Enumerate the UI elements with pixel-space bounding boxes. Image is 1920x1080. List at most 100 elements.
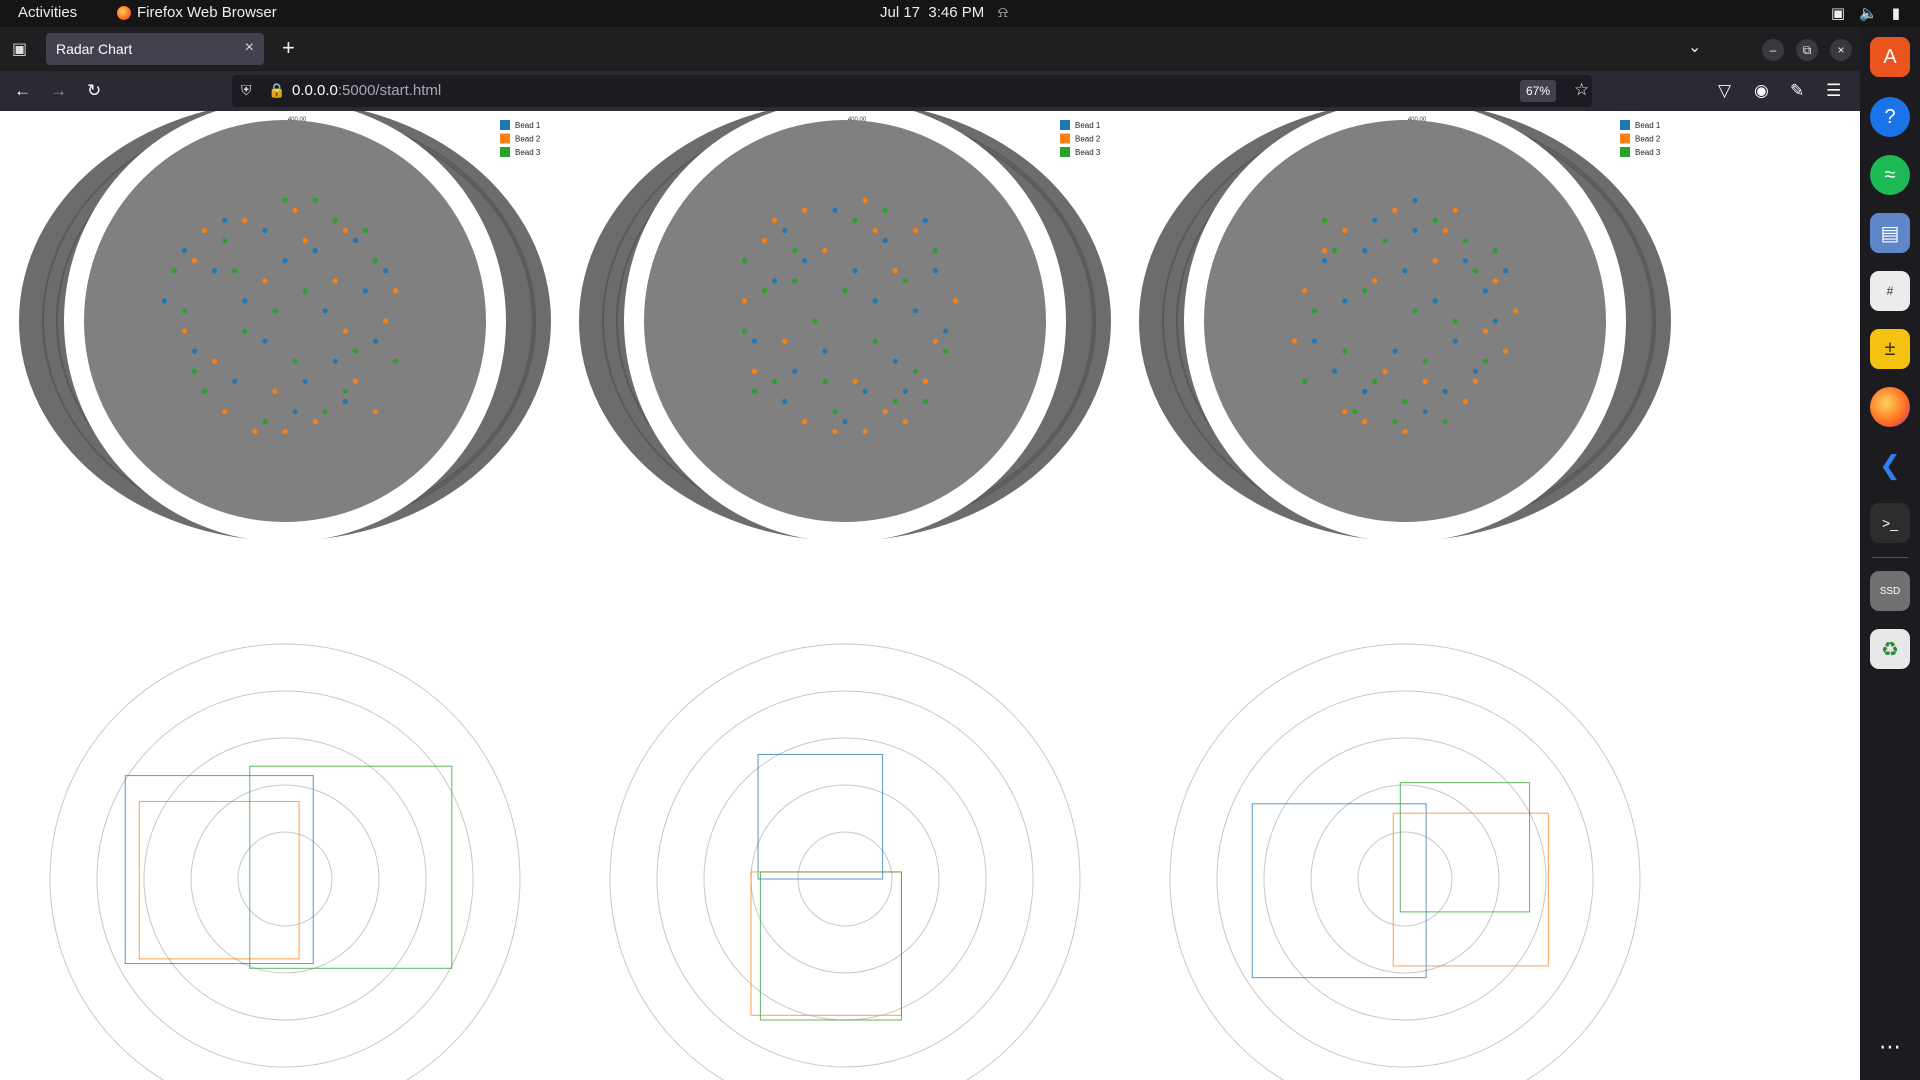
minimize-icon[interactable]: – [1762, 39, 1784, 61]
polar-grid-circle [609, 643, 1081, 1080]
date: Jul 17 [880, 4, 921, 21]
scatter-point [1462, 238, 1468, 244]
polar-grid-circle [49, 643, 521, 1080]
volume-icon: 🔈 [1859, 5, 1878, 22]
close-window-icon[interactable]: × [1830, 39, 1852, 61]
scatter-point [1362, 388, 1368, 394]
spotify-icon[interactable]: ≈ [1870, 155, 1910, 195]
scatter-point [751, 368, 758, 374]
scatter-point [392, 358, 399, 364]
navigation-bar: ← → ↻ ⛨ 🔒 0.0.0.0:5000/start.html 67% ☆ … [0, 71, 1860, 111]
app-center-icon[interactable]: A [1870, 37, 1910, 77]
legend-swatch [1060, 133, 1070, 144]
scatter-point [922, 217, 929, 224]
scatter-point [842, 418, 848, 425]
polar-grid-circle [190, 784, 380, 974]
sudoku-icon[interactable]: # [1870, 271, 1910, 311]
scatter-point [342, 398, 348, 404]
scatter-point [1362, 288, 1368, 294]
scatter-point [1412, 227, 1418, 234]
scatter-point [1452, 318, 1458, 324]
account-icon[interactable]: ◉ [1754, 81, 1769, 100]
star-icon[interactable]: ☆ [1574, 80, 1590, 99]
calculator-icon[interactable]: ± [1870, 329, 1910, 369]
bell-icon[interactable]: ⍾ [998, 4, 1008, 21]
scatter-point [1502, 348, 1509, 354]
scatter-point [322, 308, 328, 314]
scatter-point [872, 338, 878, 344]
scatter-point [932, 248, 939, 254]
puzzle-icon[interactable]: ✎ [1790, 81, 1805, 100]
scatter-point [842, 288, 848, 294]
scatter-point [191, 348, 198, 354]
files-icon[interactable]: ▤ [1870, 213, 1910, 253]
forward-arrow-icon[interactable]: → [50, 81, 67, 100]
scatter-point [342, 388, 348, 394]
scatter-point [872, 227, 878, 234]
scatter-point [1472, 368, 1478, 374]
shield-icon[interactable]: ⛨ [241, 82, 252, 98]
back-arrow-icon[interactable]: ← [14, 81, 31, 100]
region-rectangle [757, 753, 884, 880]
url-text[interactable]: 0.0.0.0:5000/start.html [292, 82, 441, 99]
help-icon[interactable]: ? [1870, 97, 1910, 137]
tab-radar-chart[interactable]: Radar Chart × [46, 33, 264, 65]
scatter-point [762, 238, 768, 244]
scatter-point [242, 217, 248, 224]
close-icon[interactable]: × [244, 39, 254, 56]
scatter-point [282, 258, 288, 264]
dock: A ? ≈ ▤ # ± ❮ >_ SSD ♻ ⋯ [1860, 27, 1920, 1080]
plus-icon[interactable]: + [282, 35, 295, 60]
tab-list-icon[interactable]: ▣ [12, 41, 28, 58]
scatter-point [1352, 408, 1358, 415]
scatter-point [1432, 217, 1438, 224]
scatter-point [1342, 348, 1348, 354]
scatter-point [822, 378, 828, 384]
zoom-level-button[interactable]: 67% [1520, 80, 1556, 102]
url-bar[interactable]: ⛨ 🔒 0.0.0.0:5000/start.html 67% ☆ [232, 75, 1592, 107]
scatter-point [212, 268, 218, 274]
terminal-icon[interactable]: >_ [1870, 503, 1910, 543]
scatter-point [882, 238, 888, 244]
scatter-point [1472, 378, 1478, 384]
ssd-drive-icon[interactable]: SSD [1870, 571, 1910, 611]
trash-icon[interactable]: ♻ [1870, 629, 1910, 669]
scatter-point [1422, 358, 1428, 364]
system-tray[interactable]: ▣ 🔈 ▮ [1831, 4, 1900, 22]
legend-label: Bead 2 [1075, 135, 1101, 144]
scatter-point [1432, 298, 1438, 304]
scatter-point [852, 217, 858, 224]
app-grid-icon[interactable]: ⋯ [1879, 1034, 1901, 1059]
region-rectangle [750, 871, 902, 1016]
app-menu[interactable]: Firefox Web Browser [117, 4, 277, 21]
charts-canvas: 400.00 Bead 1 Bead 2 Bead 3 400.00 Bead 1 Bead… [19, 111, 1671, 1080]
scatter-point [741, 328, 748, 334]
scatter-point [912, 308, 918, 314]
scatter-point [902, 418, 908, 425]
restore-icon[interactable]: ⧉ [1796, 39, 1818, 61]
legend-label: Bead 1 [1635, 121, 1661, 130]
scatter-point [912, 368, 918, 374]
pocket-icon[interactable]: ▽ [1718, 81, 1732, 100]
scatter-point [1342, 298, 1348, 304]
hamburger-menu-icon[interactable]: ☰ [1826, 81, 1842, 100]
activities-button[interactable]: Activities [18, 4, 78, 21]
clock[interactable]: Jul 17 3:46 PM [880, 4, 984, 21]
scatter-point [882, 408, 888, 415]
tab-title: Radar Chart [56, 41, 133, 57]
reload-icon[interactable]: ↻ [87, 81, 102, 100]
scatter-point [902, 388, 908, 394]
scatter-point [772, 278, 778, 284]
scatter-point [932, 268, 939, 274]
scatter-point [782, 227, 788, 234]
scatter-point [232, 268, 238, 274]
firefox-icon[interactable] [1870, 387, 1910, 427]
scatter-point [1422, 408, 1428, 415]
legend-swatch [1620, 120, 1630, 130]
scatter-point [181, 328, 188, 334]
lock-icon[interactable]: 🔒 [268, 82, 286, 98]
scatter-point [1322, 258, 1328, 264]
chevron-down-icon[interactable]: ⌄ [1688, 39, 1702, 56]
vscode-icon[interactable]: ❮ [1870, 445, 1910, 485]
scatter-point [202, 227, 208, 234]
